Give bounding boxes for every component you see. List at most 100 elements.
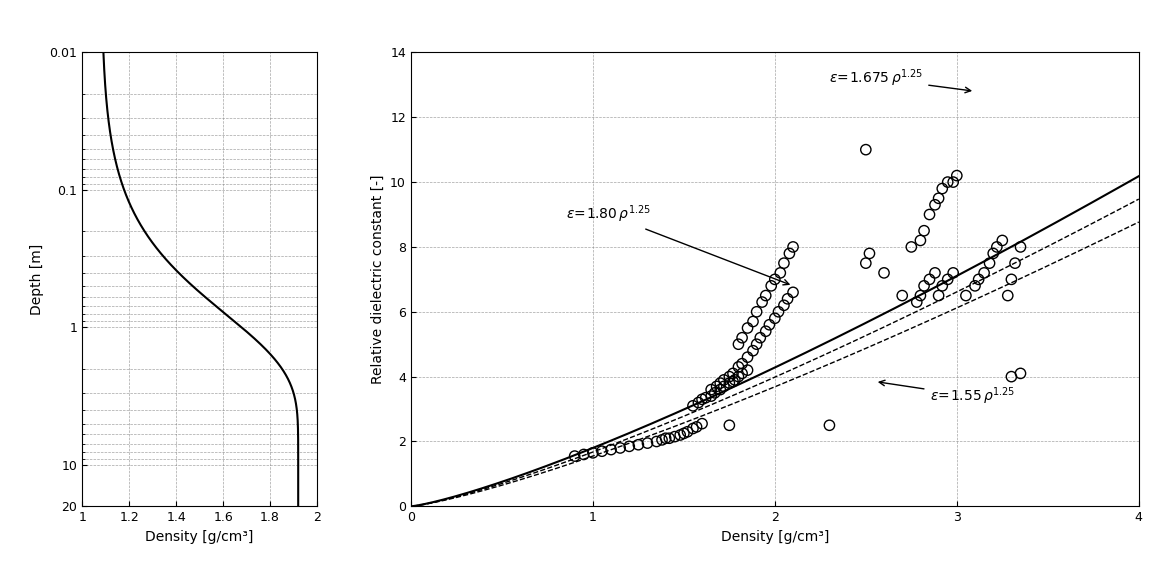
Point <box>902 242 920 251</box>
Point <box>683 424 702 433</box>
Point <box>583 448 602 457</box>
Point <box>720 372 738 381</box>
Point <box>733 369 751 378</box>
Point <box>769 307 788 317</box>
Point <box>925 200 944 210</box>
Point <box>965 281 984 290</box>
Point <box>687 423 706 432</box>
Point <box>993 236 1012 245</box>
Point <box>738 353 757 362</box>
Text: $\varepsilon\!=\!1.55\,$$\rho^{1.25}$: $\varepsilon\!=\!1.55\,$$\rho^{1.25}$ <box>879 380 1014 407</box>
Point <box>915 226 933 235</box>
Point <box>933 281 952 290</box>
Point <box>861 249 879 258</box>
Point <box>601 445 620 454</box>
Point <box>729 339 748 349</box>
Point <box>775 258 794 268</box>
Point <box>1006 258 1025 268</box>
Point <box>753 297 771 307</box>
Point <box>930 291 949 300</box>
Point <box>998 291 1017 300</box>
Point <box>715 375 734 385</box>
Point <box>683 401 702 410</box>
Point <box>984 249 1003 258</box>
Point <box>920 210 939 219</box>
Point <box>947 171 966 180</box>
Point <box>908 297 926 307</box>
Point <box>751 333 770 342</box>
Point <box>702 385 721 394</box>
Y-axis label: Depth [m]: Depth [m] <box>29 244 43 315</box>
Point <box>726 375 744 385</box>
Point <box>733 333 751 342</box>
Point <box>693 419 711 428</box>
Point <box>925 268 944 278</box>
Point <box>706 388 724 398</box>
Point <box>762 281 781 290</box>
Point <box>857 258 876 268</box>
Point <box>693 395 711 404</box>
Point <box>720 421 738 430</box>
Point <box>656 434 675 443</box>
Point <box>748 307 767 317</box>
Point <box>1001 275 1020 284</box>
Point <box>729 372 748 381</box>
Text: $\varepsilon\!=\!1.675$$\,\rho^{1.25}$: $\varepsilon\!=\!1.675$$\,\rho^{1.25}$ <box>829 68 971 93</box>
Point <box>696 393 715 402</box>
Point <box>756 291 775 300</box>
Point <box>679 427 697 436</box>
Point <box>784 288 803 297</box>
Point <box>729 362 748 371</box>
Point <box>647 437 666 446</box>
Point <box>974 268 993 278</box>
Point <box>756 327 775 336</box>
Point <box>778 294 797 303</box>
Point <box>875 268 893 278</box>
Point <box>915 281 933 290</box>
X-axis label: Density [g/cm³]: Density [g/cm³] <box>146 530 254 544</box>
Point <box>639 438 657 448</box>
Point <box>574 450 593 459</box>
Y-axis label: Relative dielectric constant [-]: Relative dielectric constant [-] <box>371 175 385 384</box>
Point <box>702 392 721 401</box>
Point <box>784 242 803 251</box>
Point <box>733 359 751 368</box>
Point <box>970 275 989 284</box>
Point <box>980 258 999 268</box>
Point <box>723 369 742 378</box>
Point <box>765 314 784 323</box>
Point <box>711 385 730 394</box>
Point <box>620 442 639 451</box>
Point <box>670 430 689 439</box>
Point <box>911 236 930 245</box>
Point <box>674 429 693 438</box>
Point <box>593 446 612 456</box>
Point <box>748 339 767 349</box>
Point <box>780 249 798 258</box>
Point <box>653 435 672 445</box>
Point <box>771 268 790 278</box>
Point <box>775 301 794 310</box>
Point <box>930 194 949 203</box>
Point <box>723 377 742 386</box>
Point <box>944 178 963 187</box>
Point <box>738 324 757 333</box>
Point <box>720 378 738 388</box>
Point <box>911 291 930 300</box>
Point <box>1011 369 1030 378</box>
Point <box>857 145 876 154</box>
Text: $\varepsilon\!=\!1.80\,$$\rho^{1.25}$: $\varepsilon\!=\!1.80\,$$\rho^{1.25}$ <box>566 204 789 285</box>
Point <box>666 432 684 441</box>
Point <box>957 291 976 300</box>
Point <box>760 320 778 329</box>
Point <box>743 346 762 356</box>
Point <box>1011 242 1030 251</box>
Point <box>610 443 629 453</box>
Point <box>819 421 838 430</box>
Point <box>987 242 1006 251</box>
Point <box>944 268 963 278</box>
Point <box>707 382 726 391</box>
Point <box>660 434 679 443</box>
Point <box>938 275 957 284</box>
Point <box>689 398 708 407</box>
